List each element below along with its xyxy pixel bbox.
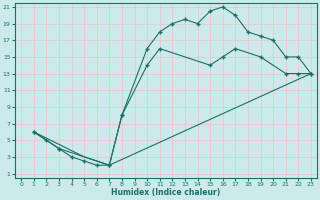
X-axis label: Humidex (Indice chaleur): Humidex (Indice chaleur) [111,188,221,197]
